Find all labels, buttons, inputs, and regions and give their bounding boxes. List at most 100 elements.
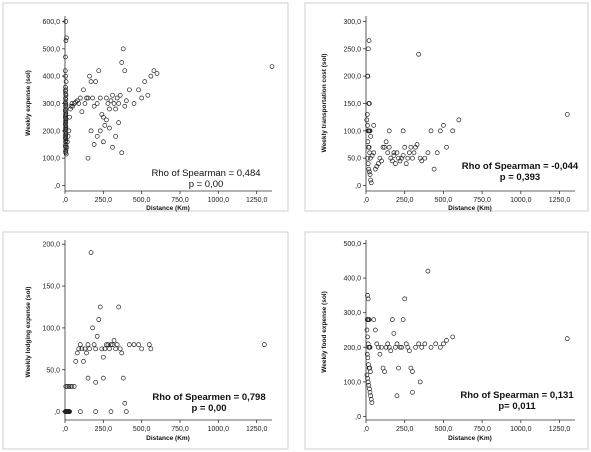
p-value-annotation: p = 0,00: [189, 179, 224, 190]
x-tick-label: 1000,0: [208, 197, 230, 204]
scatter-point: [110, 92, 115, 98]
scatter-point: [117, 92, 123, 98]
scatter-point: [444, 144, 449, 150]
scatter-point: [365, 293, 370, 298]
scatter-point: [396, 365, 401, 371]
scatter-point: [123, 409, 129, 414]
scatter-point: [365, 376, 370, 381]
scatter-point: [74, 350, 80, 356]
scatter-point: [364, 112, 370, 117]
scatter-point: [116, 101, 122, 106]
y-tick-label: 100,0: [42, 325, 60, 332]
scatter-point: [408, 144, 414, 150]
scatter-point: [365, 73, 371, 79]
scatter-point: [108, 98, 114, 104]
scatter-point: [416, 341, 421, 347]
scatter-point: [117, 346, 123, 352]
y-tick-label: 600,0: [42, 19, 60, 26]
scatter-point: [91, 142, 97, 147]
scatter-point: [410, 389, 415, 395]
scatter-point: [127, 87, 132, 93]
panel-d: D ,0100,0200,0300,0400,0500,0,0250,0500,…: [304, 231, 589, 450]
scatter-point: [367, 386, 372, 392]
panel-b: B ,050,0100,0150,0200,0250,0300,0,0250,0…: [304, 2, 589, 212]
scatter-point: [91, 103, 97, 109]
scatter-point: [100, 139, 106, 145]
scatter-point: [389, 158, 395, 164]
scatter-point: [403, 161, 409, 167]
scatter-point: [63, 19, 69, 24]
scatter-point: [366, 383, 372, 388]
scatter-point: [136, 87, 141, 93]
scatter-point: [84, 350, 89, 356]
x-tick-label: 250,0: [396, 426, 414, 433]
y-tick-label: 200,0: [343, 345, 361, 352]
x-axis-label: Distance (Km): [146, 435, 190, 442]
scatter-point: [425, 268, 431, 274]
scatter-point: [366, 144, 372, 150]
scatter-point: [564, 112, 570, 117]
scatter-point: [94, 333, 100, 339]
scatter-point: [100, 114, 106, 120]
scatter-point: [66, 384, 72, 389]
p-value-annotation: p = 0,393: [500, 172, 540, 183]
scatter-point: [366, 38, 372, 43]
scatter-point: [400, 128, 406, 134]
scatter-point: [68, 106, 73, 112]
scatter-point: [371, 123, 377, 128]
scatter-point: [63, 73, 68, 79]
scatter-point: [67, 114, 72, 120]
x-tick-label: 500,0: [133, 426, 151, 433]
scatter-point: [94, 133, 100, 139]
scatter-point: [69, 384, 75, 389]
scatter-point: [90, 325, 95, 331]
scatter-point: [71, 101, 77, 106]
scatter-point: [366, 166, 372, 172]
scatter-point: [76, 101, 82, 106]
ticks: ,0 50,0 100,0 150,0 200,0 ,0 250,0 500,0 750,0 10…: [42, 242, 267, 433]
scatter-point: [102, 346, 108, 352]
scatter-point: [368, 393, 373, 399]
y-axis-label: Weekly lodging expense (sol): [25, 287, 32, 378]
scatter-point: [428, 128, 434, 134]
scatter-point: [67, 409, 72, 414]
panel-frame: [2, 231, 289, 450]
scatter-point: [376, 344, 381, 350]
x-tick-label: 1000,0: [208, 426, 230, 433]
scatter-point: [88, 250, 94, 255]
scatter-point: [364, 327, 370, 333]
scatter-point: [261, 342, 267, 348]
scatter-point: [148, 346, 154, 352]
x-tick-label: ,0: [363, 197, 369, 204]
scatter-point: [64, 35, 69, 41]
scatter-point: [151, 68, 157, 74]
scatter-point: [122, 103, 128, 109]
scatter-point: [422, 155, 428, 161]
y-tick-label: 50,0: [46, 367, 60, 374]
y-axis-label: Weekly expense (sol): [25, 70, 32, 136]
scatter-point: [393, 161, 398, 167]
scatter-point: [76, 346, 82, 352]
scatter-point: [367, 365, 373, 371]
data-points: [364, 38, 570, 186]
x-tick-label: 1250,0: [549, 197, 571, 204]
scatter-point: [93, 346, 99, 352]
scatter-point: [102, 123, 108, 128]
scatter-point: [433, 341, 439, 347]
scatter-point: [70, 103, 76, 109]
x-tick-label: 250,0: [95, 426, 113, 433]
scatter-point: [417, 379, 423, 385]
scatter-point: [113, 346, 118, 352]
scatter-point: [82, 346, 88, 352]
scatter-point: [64, 139, 70, 145]
scatter-point: [388, 348, 394, 354]
y-tick-label: 50,0: [347, 156, 361, 163]
scatter-point: [367, 169, 372, 175]
scatter-point: [113, 133, 118, 139]
scatter-point: [371, 317, 377, 322]
scatter-point: [394, 150, 400, 156]
scatter-point: [456, 117, 462, 123]
scatter-point: [410, 369, 415, 374]
scatter-point: [365, 46, 371, 52]
x-tick-label: 1250,0: [549, 426, 571, 433]
